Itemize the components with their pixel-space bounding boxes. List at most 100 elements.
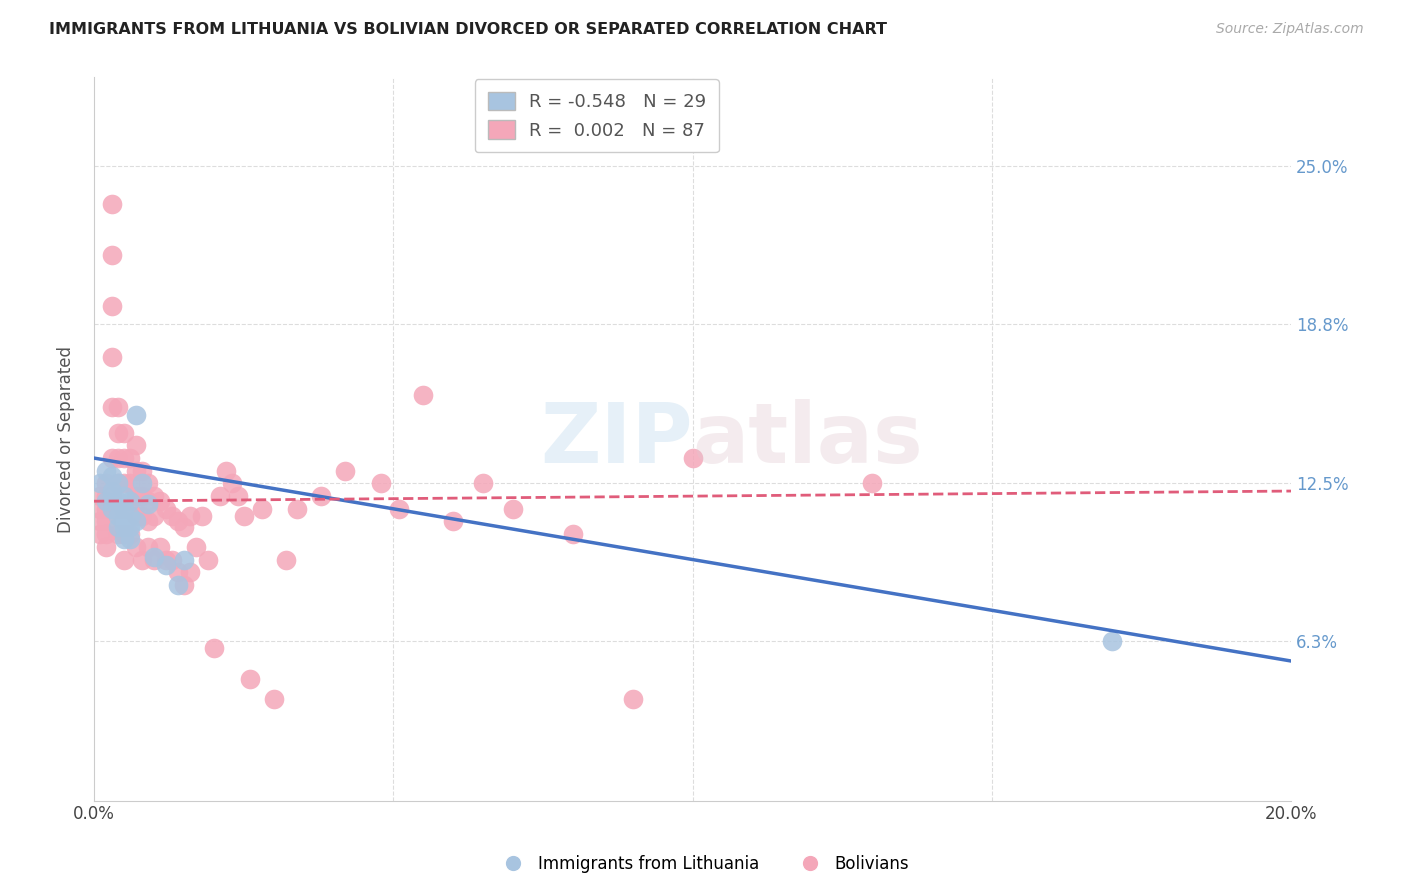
Point [107,527,129,541]
Point [112,519,135,533]
Point [561,527,583,541]
Point [142,549,165,564]
Point [107,494,129,508]
Point [101,501,124,516]
Point [94,527,117,541]
Point [118,527,141,541]
Point [155,501,177,516]
Point [89,501,111,516]
Point [107,519,129,533]
Point [388,501,411,516]
Point [101,451,124,466]
Point [125,464,148,478]
Point [131,552,153,566]
Point [311,489,333,503]
Point [155,552,177,566]
Point [179,509,201,524]
Point [232,509,254,524]
Point [125,489,148,503]
Point [166,578,188,592]
Point [197,552,219,566]
Point [112,533,135,547]
Point [101,489,124,503]
Point [173,519,195,533]
Point [101,484,124,499]
Point [149,540,172,554]
Point [112,476,135,491]
Point [502,501,524,516]
Point [860,476,883,491]
Point [101,197,124,211]
Point [112,425,135,440]
Point [94,494,117,508]
Point [89,515,111,529]
Point [226,489,249,503]
Point [101,468,124,483]
Point [112,501,135,516]
Point [202,641,225,656]
Point [173,578,195,592]
Point [472,476,495,491]
Point [441,515,464,529]
Point [370,476,392,491]
Point [160,552,183,566]
Point [118,519,141,533]
Legend: Immigrants from Lithuania, Bolivians: Immigrants from Lithuania, Bolivians [491,848,915,880]
Point [190,509,212,524]
Point [101,299,124,313]
Legend: R = -0.548   N = 29, R =  0.002   N = 87: R = -0.548 N = 29, R = 0.002 N = 87 [475,79,718,153]
Point [131,509,153,524]
Point [94,489,117,503]
Point [131,489,153,503]
Point [142,509,165,524]
Point [125,408,148,422]
Point [287,501,309,516]
Point [112,501,135,516]
Point [118,476,141,491]
Point [107,451,129,466]
Point [136,497,159,511]
Point [125,515,148,529]
Point [136,476,159,491]
Point [107,501,129,516]
Point [125,540,148,554]
Text: atlas: atlas [693,399,924,480]
Point [179,566,201,580]
Point [112,552,135,566]
Point [94,464,117,478]
Point [107,401,129,415]
Y-axis label: Divorced or Separated: Divorced or Separated [58,345,75,533]
Text: ZIP: ZIP [540,399,693,480]
Point [335,464,357,478]
Point [136,515,159,529]
Point [101,401,124,415]
Point [112,489,135,503]
Text: Source: ZipAtlas.com: Source: ZipAtlas.com [1216,22,1364,37]
Point [94,540,117,554]
Point [125,509,148,524]
Point [112,515,135,529]
Point [166,515,188,529]
Point [682,451,704,466]
Point [263,692,285,706]
Point [131,464,153,478]
Point [107,509,129,524]
Point [94,476,117,491]
Point [118,533,141,547]
Point [101,248,124,262]
Point [149,494,172,508]
Text: IMMIGRANTS FROM LITHUANIA VS BOLIVIAN DIVORCED OR SEPARATED CORRELATION CHART: IMMIGRANTS FROM LITHUANIA VS BOLIVIAN DI… [49,22,887,37]
Point [160,509,183,524]
Point [173,552,195,566]
Point [118,509,141,524]
Point [155,558,177,572]
Point [1101,633,1123,648]
Point [101,350,124,364]
Point [136,540,159,554]
Point [94,515,117,529]
Point [112,527,135,541]
Point [208,489,231,503]
Point [142,489,165,503]
Point [89,489,111,503]
Point [412,387,434,401]
